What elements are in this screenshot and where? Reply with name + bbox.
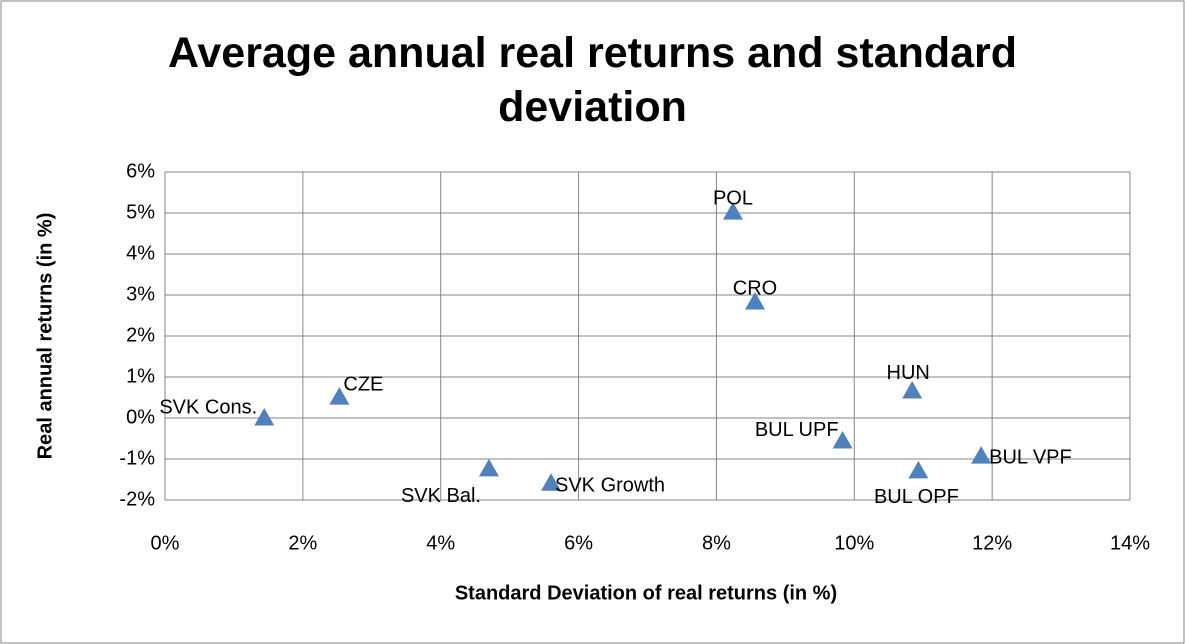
y-tick-label: 4%	[126, 242, 155, 264]
point	[832, 430, 853, 449]
x-tick-label: 14%	[1110, 532, 1150, 554]
y-axis-label: Real annual returns (in %)	[34, 213, 56, 460]
point	[254, 408, 275, 426]
x-axis-label: Standard Deviation of real returns (in %…	[455, 582, 837, 604]
chart-title: Average annual real returns and standard…	[167, 29, 1018, 131]
y-tick-label: 2%	[126, 324, 155, 346]
x-tick-label: 6%	[564, 532, 593, 554]
y-tick-label: 6%	[126, 160, 155, 182]
x-tick-label: 12%	[972, 532, 1012, 554]
y-tick-label: 3%	[126, 283, 155, 305]
y-tick-label: 0%	[126, 406, 155, 428]
point	[908, 460, 929, 479]
point	[902, 380, 923, 399]
x-tick-label: 10%	[834, 532, 874, 554]
point-label: POL	[713, 187, 753, 209]
y-tick-label: 5%	[126, 201, 155, 223]
point	[971, 446, 992, 464]
point	[478, 458, 499, 477]
x-tick-label: 8%	[702, 532, 731, 554]
x-tick-label: 2%	[288, 532, 317, 554]
point-label: BUL UPF	[755, 419, 839, 441]
y-tick-label: -2%	[119, 488, 155, 510]
point-label: BUL OPF	[874, 486, 959, 508]
x-tick-label: 0%	[151, 532, 180, 554]
y-tick-label: 1%	[126, 365, 155, 387]
point	[329, 387, 350, 405]
point-label: CZE	[343, 373, 383, 395]
point	[745, 291, 766, 310]
y-tick-label: -1%	[119, 447, 155, 469]
point-label: BUL VPF	[989, 446, 1072, 468]
point-label: SVK Growth	[555, 474, 665, 496]
point	[722, 202, 743, 220]
point-label: HUN	[887, 362, 930, 384]
x-tick-label: 4%	[426, 532, 455, 554]
point	[541, 473, 561, 491]
point-label: SVK Cons.	[159, 396, 257, 418]
point-label: SVK Bal.	[401, 485, 481, 507]
point-label: CRO	[733, 277, 777, 299]
